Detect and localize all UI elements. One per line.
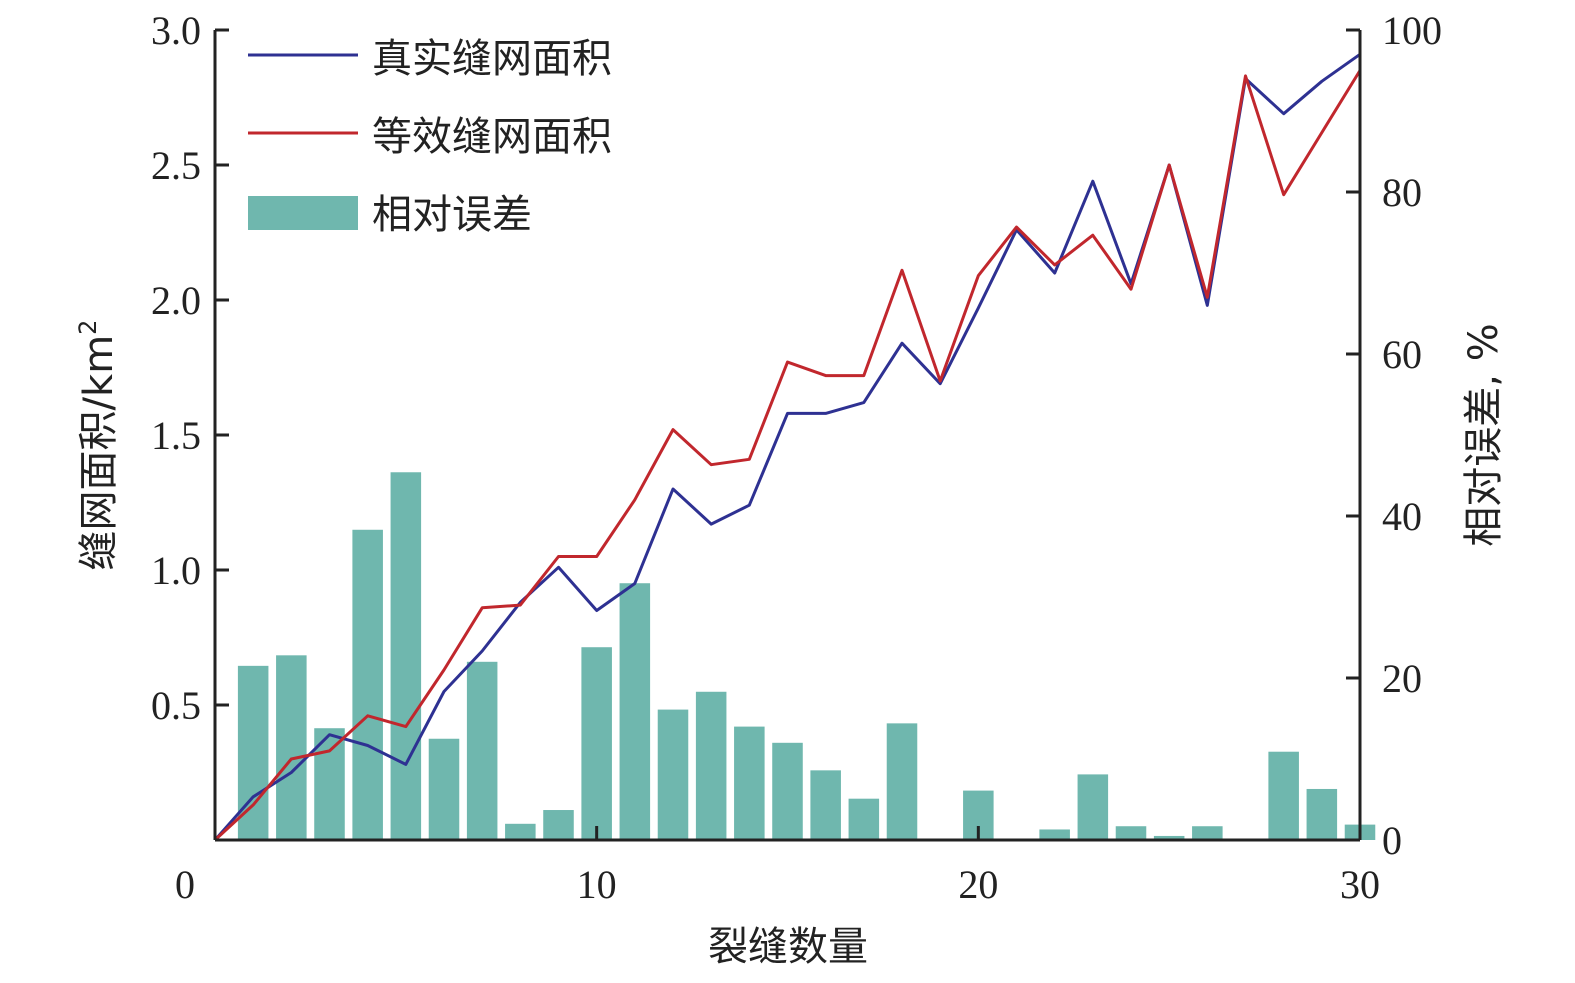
y-left-tick-label: 2.0 xyxy=(151,278,201,323)
bar-relative-error-25 xyxy=(1153,835,1185,840)
bars-layer xyxy=(237,472,1376,840)
bar-relative-error-15 xyxy=(772,742,803,840)
y-left-tick-label: 3.0 xyxy=(151,8,201,53)
bar-relative-error-1 xyxy=(237,665,269,840)
bar-relative-error-6 xyxy=(428,738,460,840)
y-left-axis-title: 缝网面积/km2 xyxy=(74,320,122,571)
y-left-tick-label: 0.5 xyxy=(151,683,201,728)
bar-relative-error-11 xyxy=(619,583,651,840)
y-right-tick-label: 20 xyxy=(1382,656,1422,701)
y-right-tick-label: 40 xyxy=(1382,494,1422,539)
y-right-tick-label: 0 xyxy=(1382,818,1402,863)
y-left-tick-label: 1.0 xyxy=(151,548,201,593)
x-tick-label: 0 xyxy=(175,862,195,907)
bar-relative-error-12 xyxy=(657,709,689,840)
legend-swatch-relative-error xyxy=(248,196,358,230)
bar-relative-error-2 xyxy=(276,655,307,840)
lines-layer xyxy=(213,53,1362,842)
bar-relative-error-24 xyxy=(1115,826,1147,840)
bar-relative-error-29 xyxy=(1306,788,1338,840)
x-tick-label: 20 xyxy=(958,862,998,907)
bar-relative-error-8 xyxy=(505,823,536,840)
y-left-tick-label: 2.5 xyxy=(151,143,201,188)
legend-label-relative-error: 相对误差 xyxy=(372,192,532,238)
bar-relative-error-10 xyxy=(581,647,612,840)
y-left-axis-title-superscript: 2 xyxy=(74,320,102,335)
bar-relative-error-16 xyxy=(810,770,841,840)
y-right-tick-label: 80 xyxy=(1382,170,1422,215)
bar-relative-error-4 xyxy=(352,529,383,840)
legend-label-real-area: 真实缝网面积 xyxy=(372,36,612,82)
x-tick-label: 10 xyxy=(577,862,617,907)
y-right-tick-label: 60 xyxy=(1382,332,1422,377)
y-left-tick-label: 1.5 xyxy=(151,413,201,458)
bar-relative-error-9 xyxy=(543,810,574,840)
y-right-axis-title: 相对误差, % xyxy=(1461,323,1507,546)
bar-relative-error-28 xyxy=(1268,751,1299,840)
bar-relative-error-14 xyxy=(734,726,765,840)
y-right-tick-label: 100 xyxy=(1382,8,1442,53)
ticks-layer: 0.5 1.0 1.5 2.0 2.5 3.0 0 20 40 60 80 100 0 10 20 30 xyxy=(151,8,1442,907)
bar-relative-error-5 xyxy=(390,472,422,840)
bar-relative-error-13 xyxy=(695,691,727,840)
y-left-axis-title-main: 缝网面积/km xyxy=(76,335,122,571)
bar-relative-error-26 xyxy=(1192,826,1223,840)
bar-relative-error-23 xyxy=(1077,774,1109,840)
bar-relative-error-7 xyxy=(466,661,498,840)
legend-label-equivalent-area: 等效缝网面积 xyxy=(372,114,612,160)
bar-relative-error-17 xyxy=(848,798,880,840)
x-tick-label: 30 xyxy=(1340,862,1380,907)
x-axis-title: 裂缝数量 xyxy=(708,924,868,970)
legend: 真实缝网面积 等效缝网面积 相对误差 xyxy=(248,36,612,238)
line-equivalent-area xyxy=(213,69,1362,842)
bar-relative-error-22 xyxy=(1039,829,1070,840)
bar-relative-error-18 xyxy=(886,723,918,840)
